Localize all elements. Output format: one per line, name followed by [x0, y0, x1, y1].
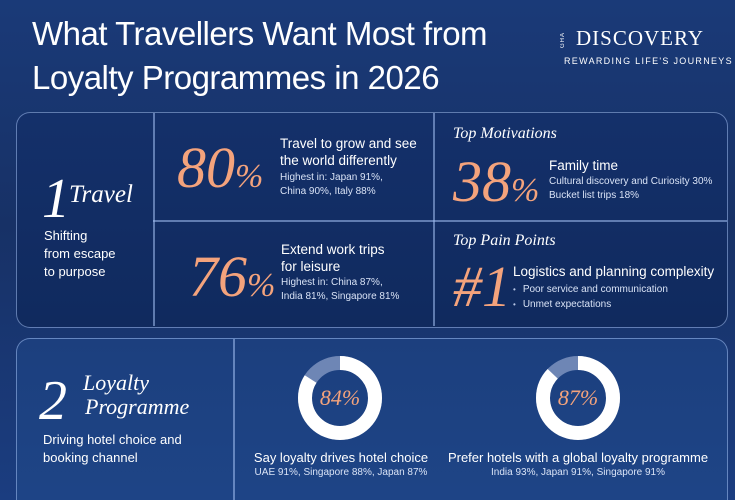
- divider: [433, 113, 435, 326]
- loyalty-choice-caption: Say loyalty drives hotel choice UAE 91%,…: [251, 449, 431, 480]
- loyalty-choice-donut: 84%: [297, 355, 383, 441]
- section-description: Shifting from escape to purpose: [44, 228, 116, 279]
- divider: [153, 113, 155, 326]
- global-programme-caption: Prefer hotels with a global loyalty prog…: [437, 449, 719, 480]
- page-title: What Travellers Want Most from Loyalty P…: [32, 12, 532, 100]
- pain-points-list: Poor service and communication Unmet exp…: [513, 282, 668, 312]
- donut-fill: [536, 356, 620, 440]
- stat-work-trips-headline: Extend work trips for leisure: [281, 242, 385, 274]
- logo-name: DISCOVERY: [576, 26, 705, 50]
- donut-chart: [298, 356, 382, 440]
- title-line-2: Loyalty Programmes in 2026: [32, 59, 440, 96]
- donut-fill: [298, 356, 382, 440]
- logo-mark: GHA: [560, 32, 566, 49]
- travel-section: 1 Travel Shifting from escape to purpose…: [16, 112, 728, 328]
- divider: [153, 220, 727, 222]
- motivations-label: Top Motivations: [453, 125, 557, 142]
- loyalty-section: 2 Loyalty Programme Driving hotel choice…: [16, 338, 728, 500]
- pain-points-headline: Logistics and planning complexity: [513, 264, 715, 279]
- section-description: Driving hotel choice and booking channel: [43, 432, 182, 465]
- loyalty-choice-detail: UAE 91%, Singapore 88%, Japan 87%: [254, 467, 428, 478]
- motivations-headline: Family time: [549, 158, 619, 173]
- motivations-detail: Cultural discovery and Curiosity 30% Buc…: [549, 176, 713, 201]
- list-item: Poor service and communication: [513, 282, 668, 297]
- title-line-1: What Travellers Want Most from: [32, 15, 488, 52]
- motivations-value: 38%: [453, 149, 540, 214]
- list-item: Unmet expectations: [513, 297, 668, 312]
- section-number: 2: [39, 370, 67, 432]
- loyalty-choice-headline: Say loyalty drives hotel choice: [253, 450, 429, 465]
- pain-points-rank: #1: [453, 254, 511, 319]
- section-name: Travel: [69, 181, 133, 208]
- divider: [233, 339, 235, 500]
- stat-work-trips-value: 76%: [189, 244, 276, 309]
- stat-travel-grow-headline: Travel to grow and see the world differe…: [280, 136, 417, 168]
- donut-chart: [536, 356, 620, 440]
- global-programme-detail: India 93%, Japan 91%, Singapore 91%: [490, 467, 665, 478]
- stat-travel-grow-detail: Highest in: Japan 91%, China 90%, Italy …: [280, 172, 383, 197]
- stat-travel-grow-value: 80%: [177, 135, 264, 200]
- pain-points-label: Top Pain Points: [453, 232, 556, 249]
- global-programme-donut: 87%: [535, 355, 621, 441]
- global-programme-headline: Prefer hotels with a global loyalty prog…: [447, 450, 709, 465]
- loyalty-choice-value: 84%: [319, 385, 361, 410]
- global-programme-value: 87%: [557, 385, 599, 410]
- stat-work-trips-detail: Highest in: China 87%, India 81%, Singap…: [281, 277, 400, 302]
- section-name: Loyalty Programme: [83, 370, 190, 419]
- section-number: 1: [42, 168, 70, 230]
- logo-tagline: REWARDING LIFE'S JOURNEYS: [564, 56, 733, 66]
